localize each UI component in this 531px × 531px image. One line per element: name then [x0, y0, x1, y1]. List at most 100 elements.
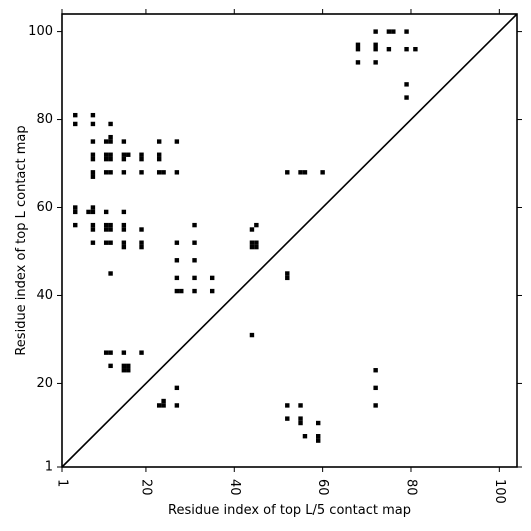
data-point: [90, 222, 96, 228]
data-point: [139, 350, 144, 355]
data-point: [90, 139, 96, 144]
data-point: [174, 258, 180, 263]
data-point: [73, 121, 78, 127]
data-point: [320, 170, 325, 175]
data-point: [355, 60, 361, 65]
data-point: [121, 170, 127, 175]
data-point: [174, 170, 180, 175]
x-axis-ticks: 1 20 40 60 80 100: [55, 9, 507, 504]
data-point: [139, 244, 144, 250]
data-point: [90, 209, 96, 215]
data-point: [121, 244, 127, 250]
data-point: [161, 170, 166, 175]
data-point: [302, 170, 308, 175]
data-point: [285, 275, 290, 281]
data-point: [86, 209, 91, 215]
data-point: [285, 416, 290, 421]
data-point: [156, 403, 162, 408]
data-point: [103, 156, 109, 162]
diagonal-line: [61, 13, 518, 468]
data-point: [404, 82, 409, 87]
data-point: [108, 134, 113, 140]
data-point: [90, 112, 96, 118]
data-point: [108, 139, 113, 144]
data-point: [121, 227, 127, 232]
data-point: [161, 403, 166, 408]
data-point: [121, 363, 127, 369]
data-point: [108, 156, 113, 162]
data-point: [249, 332, 255, 338]
data-point: [73, 209, 78, 215]
data-point: [174, 240, 180, 245]
data-point: [139, 156, 144, 162]
data-point: [126, 363, 131, 369]
data-point: [121, 350, 127, 355]
data-point: [121, 152, 127, 157]
data-point: [254, 222, 259, 228]
data-point: [192, 240, 197, 245]
data-point: [90, 121, 96, 127]
data-point: [302, 434, 308, 439]
data-point: [90, 156, 96, 162]
data-point: [413, 46, 418, 52]
data-point: [108, 363, 113, 369]
data-point: [404, 29, 409, 34]
data-point: [161, 398, 166, 404]
data-point: [174, 139, 180, 144]
y-tick-label: 60: [36, 200, 53, 215]
data-point: [139, 170, 144, 175]
data-point: [174, 275, 180, 281]
data-point: [73, 112, 78, 118]
data-point: [90, 240, 96, 245]
data-point: [254, 244, 259, 250]
data-point: [108, 222, 113, 228]
data-point: [254, 240, 259, 245]
data-point: [174, 403, 180, 408]
data-point: [373, 60, 378, 65]
data-point: [103, 240, 109, 245]
y-tick-label: 100: [28, 24, 53, 39]
data-point: [373, 403, 378, 408]
x-tick-label: 60: [315, 479, 330, 496]
data-point: [139, 227, 144, 232]
data-point: [90, 205, 96, 210]
data-point: [192, 258, 197, 263]
data-point: [156, 152, 162, 157]
data-point: [355, 46, 361, 52]
data-point: [108, 240, 113, 245]
data-point: [121, 240, 127, 245]
data-point: [103, 350, 109, 355]
data-point: [156, 170, 162, 175]
data-point: [192, 275, 197, 281]
data-point: [90, 170, 96, 175]
plot-frame: [61, 13, 518, 468]
data-point: [179, 288, 184, 294]
data-point: [285, 403, 290, 408]
data-point: [249, 227, 255, 232]
data-point: [298, 420, 303, 426]
data-point: [355, 42, 361, 47]
data-point: [391, 29, 396, 34]
data-point: [285, 271, 290, 276]
data-point: [90, 227, 96, 232]
data-point: [121, 209, 127, 215]
y-axis-ticks: 1 20 40 60 80 100: [28, 24, 522, 475]
data-point: [121, 139, 127, 144]
data-point: [103, 139, 109, 144]
x-tick-label: 1: [55, 479, 70, 487]
data-point: [249, 240, 255, 245]
data-point: [209, 275, 215, 281]
data-point: [108, 271, 113, 276]
data-point: [139, 152, 144, 157]
data-point: [139, 240, 144, 245]
data-point: [121, 368, 127, 373]
data-point: [386, 46, 392, 52]
data-point: [108, 350, 113, 355]
data-point: [103, 170, 109, 175]
data-points: [73, 29, 418, 443]
data-point: [103, 152, 109, 157]
data-point: [373, 29, 378, 34]
data-point: [373, 42, 378, 47]
data-point: [121, 156, 127, 162]
